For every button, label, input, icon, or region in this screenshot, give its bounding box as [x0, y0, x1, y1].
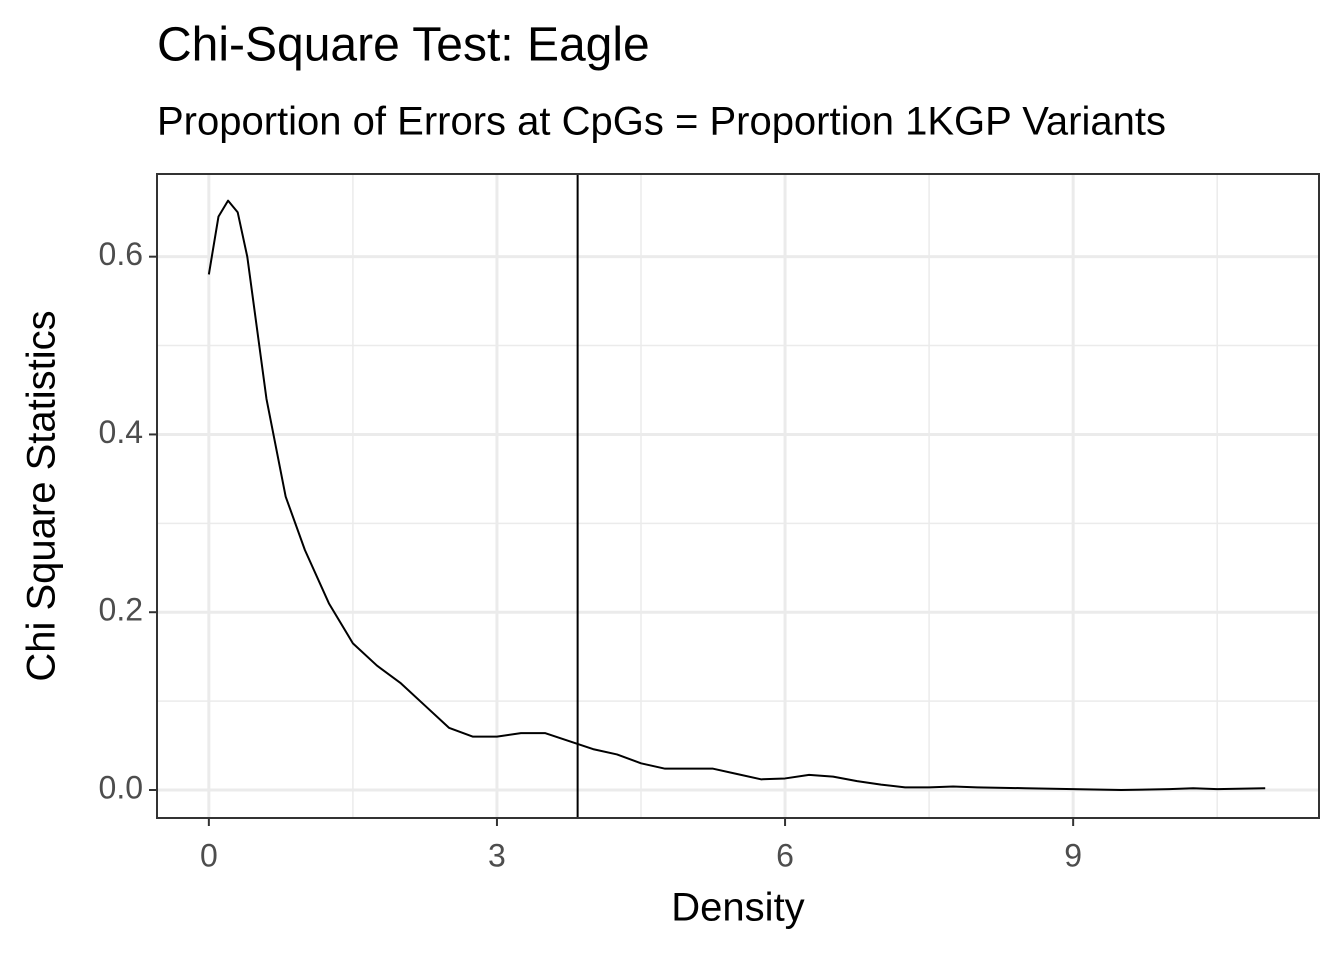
y-tick-label: 0.4 [99, 414, 143, 450]
y-axis-title: Chi Square Statistics [20, 310, 64, 681]
x-tick-label: 3 [488, 837, 506, 873]
panel-border [156, 173, 1320, 819]
x-tick-label: 6 [776, 837, 794, 873]
chart-subtitle: Proportion of Errors at CpGs = Proportio… [157, 100, 1166, 144]
x-axis-title: Density [671, 886, 804, 930]
line [207, 199, 1266, 791]
y-tick-label: 0.0 [99, 769, 143, 805]
y-tick-label: 0.2 [99, 592, 143, 628]
x-tick-label: 0 [200, 837, 218, 873]
y-tick-label: 0.6 [99, 236, 143, 272]
x-tick-label: 9 [1064, 837, 1082, 873]
chart-title: Chi-Square Test: Eagle [157, 19, 650, 72]
